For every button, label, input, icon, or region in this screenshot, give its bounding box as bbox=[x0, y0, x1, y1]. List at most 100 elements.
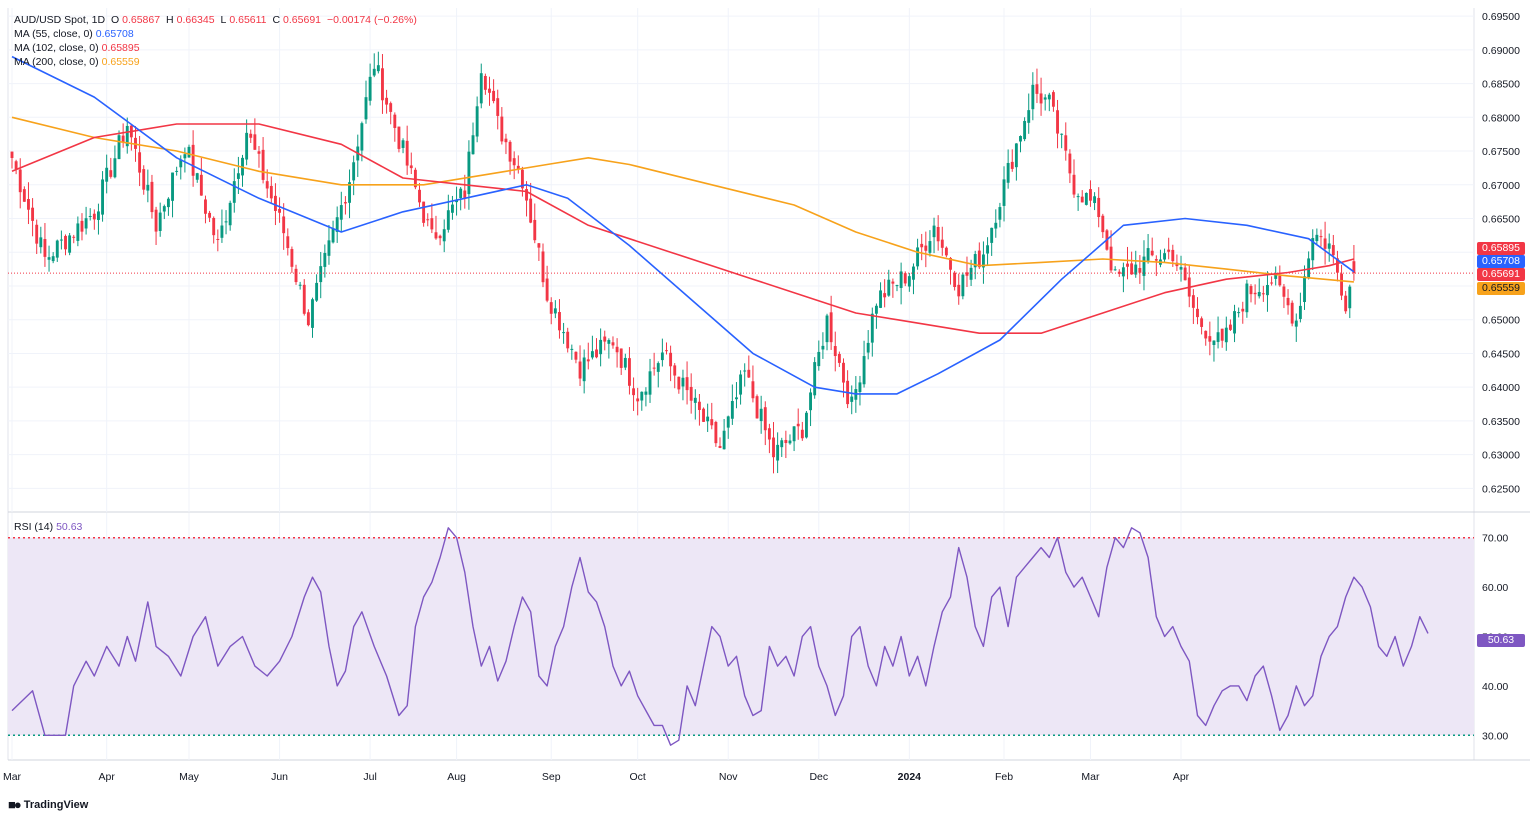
candle-body bbox=[759, 408, 763, 422]
candle-body bbox=[953, 272, 957, 288]
candle-body bbox=[327, 240, 331, 256]
candle-body bbox=[352, 162, 356, 181]
candle-body bbox=[858, 382, 862, 393]
candle-body bbox=[1035, 84, 1039, 94]
candle-body bbox=[969, 267, 973, 280]
candle-body bbox=[302, 284, 306, 314]
rsi-legend[interactable]: RSI (14) 50.63 bbox=[14, 520, 85, 534]
price-tick-label: 0.67000 bbox=[1482, 180, 1520, 192]
candle-body bbox=[907, 276, 911, 287]
candle-body bbox=[1224, 327, 1228, 343]
candle-body bbox=[739, 374, 743, 395]
candle-body bbox=[1298, 305, 1302, 319]
candle-body bbox=[623, 357, 627, 368]
ma102-value: 0.65895 bbox=[101, 42, 140, 54]
ohlc-legend: AUD/USD Spot, 1D O 0.65867 H 0.66345 L 0.65… bbox=[14, 13, 420, 27]
candle-body bbox=[599, 339, 603, 355]
candle-body bbox=[142, 169, 146, 190]
tradingview-brand[interactable]: ■● TradingView bbox=[8, 797, 88, 812]
candle-body bbox=[109, 170, 113, 177]
rsi-band bbox=[8, 537, 1474, 736]
candle-body bbox=[220, 225, 224, 238]
candle-body bbox=[232, 181, 236, 203]
candle-body bbox=[533, 219, 537, 241]
candle-body bbox=[105, 167, 109, 182]
candle-body bbox=[286, 236, 290, 249]
candle-body bbox=[360, 123, 364, 151]
candle-body bbox=[1270, 282, 1274, 284]
candle-body bbox=[47, 257, 51, 260]
candle-body bbox=[1204, 330, 1208, 339]
candle-body bbox=[88, 215, 92, 217]
candle-body bbox=[208, 212, 212, 218]
candle-body bbox=[796, 423, 800, 427]
candle-body bbox=[1027, 110, 1031, 123]
candle-body bbox=[1134, 264, 1138, 275]
candle-body bbox=[710, 419, 714, 426]
candle-body bbox=[1191, 295, 1195, 308]
candle-body bbox=[101, 179, 104, 215]
candle-body bbox=[409, 165, 413, 169]
candle-body bbox=[1150, 250, 1154, 256]
candle-body bbox=[228, 202, 232, 226]
candle-body bbox=[883, 293, 887, 298]
ma200-legend[interactable]: MA (200, close, 0) 0.65559 bbox=[14, 55, 143, 69]
open-value: 0.65867 bbox=[122, 14, 161, 26]
candle-body bbox=[483, 75, 487, 90]
candle-body bbox=[693, 397, 697, 403]
candle-body bbox=[418, 189, 421, 203]
candle-body bbox=[1080, 196, 1084, 203]
candle-body bbox=[656, 363, 660, 372]
candle-body bbox=[1113, 269, 1117, 271]
candle-body bbox=[187, 146, 191, 158]
candle-body bbox=[895, 285, 899, 287]
price-tick-label: 0.62500 bbox=[1482, 483, 1520, 495]
close-value: 0.65691 bbox=[283, 14, 322, 26]
candle-body bbox=[578, 361, 582, 379]
candle-body bbox=[1311, 238, 1315, 261]
ma102-legend[interactable]: MA (102, close, 0) 0.65895 bbox=[14, 41, 143, 55]
candle-body bbox=[430, 218, 434, 230]
candle-body bbox=[138, 152, 142, 173]
candle-body bbox=[994, 222, 998, 229]
candle-body bbox=[1130, 263, 1134, 275]
candle-body bbox=[874, 305, 878, 314]
candle-body bbox=[451, 204, 454, 213]
candle-body bbox=[780, 440, 784, 448]
candle-body bbox=[566, 331, 570, 349]
price-tick-label: 0.68000 bbox=[1482, 112, 1520, 124]
candle-body bbox=[891, 281, 895, 284]
candle-body bbox=[393, 114, 397, 128]
candle-body bbox=[636, 398, 640, 402]
candle-body bbox=[121, 135, 125, 143]
candle-body bbox=[488, 88, 491, 93]
candle-body bbox=[784, 439, 788, 444]
ma102-label: MA (102, close, 0) bbox=[14, 42, 99, 54]
ma55-legend[interactable]: MA (55, close, 0) 0.65708 bbox=[14, 27, 137, 41]
candle-body bbox=[920, 243, 924, 248]
candle-body bbox=[10, 151, 14, 159]
rsi-label: RSI (14) bbox=[14, 521, 54, 533]
candle-body bbox=[1056, 110, 1059, 134]
candle-body bbox=[158, 212, 162, 231]
candle-body bbox=[1294, 320, 1298, 327]
candle-body bbox=[714, 421, 718, 444]
candle-body bbox=[113, 158, 117, 178]
candle-body bbox=[72, 236, 76, 238]
candle-body bbox=[1331, 245, 1335, 256]
candle-body bbox=[442, 229, 446, 242]
candle-body bbox=[315, 282, 319, 301]
candle-body bbox=[862, 356, 866, 385]
price-tick-label: 0.69500 bbox=[1482, 11, 1520, 23]
candle-body bbox=[204, 199, 207, 214]
candle-body bbox=[125, 125, 129, 147]
candle-body bbox=[512, 158, 516, 166]
candle-body bbox=[817, 351, 821, 367]
candle-body bbox=[459, 188, 463, 198]
change-value: −0.00174 (−0.26%) bbox=[326, 14, 417, 26]
candle-body bbox=[961, 274, 965, 297]
candle-body bbox=[508, 141, 512, 162]
candle-body bbox=[475, 106, 479, 137]
candle-body bbox=[553, 308, 557, 314]
